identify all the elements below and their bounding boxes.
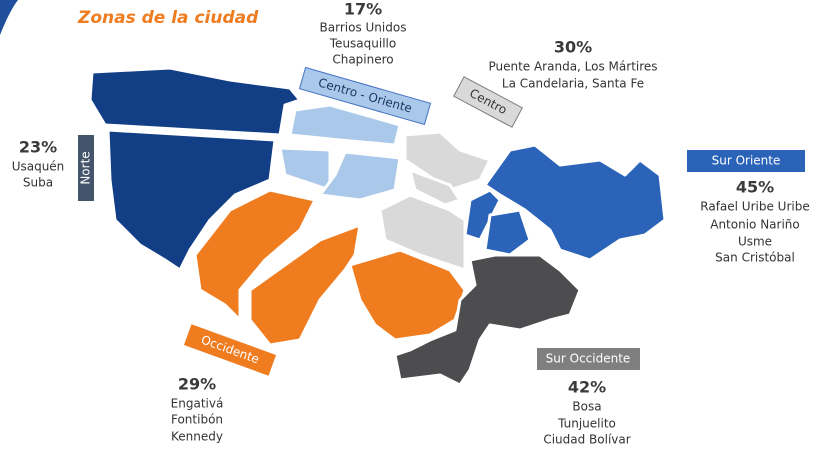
locality: Ciudad Bolívar [543, 433, 630, 447]
map-shapes [88, 66, 667, 387]
centro-area [408, 168, 462, 207]
zone-name: Sur Oriente [712, 154, 781, 168]
locality: La Candelaria, Santa Fe [502, 77, 644, 91]
locality: Barrios Unidos [320, 21, 407, 35]
centro-oriente-area [288, 103, 402, 147]
occidente-area [348, 248, 467, 342]
centro-oriente-area [318, 150, 402, 202]
locality: Puente Aranda, Los Mártires [488, 60, 657, 74]
locality: Usaquén [12, 160, 65, 174]
zone-percent: 42% [568, 378, 606, 397]
centro-area [403, 130, 492, 192]
locality: Chapinero [332, 53, 393, 67]
zone-name: Norte [79, 151, 93, 184]
zone-name: Sur Occidente [546, 352, 631, 366]
sur-oriente-area [483, 208, 532, 257]
locality: Tunjuelito [557, 417, 616, 431]
zone-percent: 23% [19, 138, 57, 157]
locality: Kennedy [171, 430, 223, 444]
locality: Teusaquillo [329, 37, 396, 51]
locality: Antonio Nariño [710, 218, 800, 232]
locality: Usme [738, 235, 772, 249]
locality: Rafael Uribe Uribe [700, 200, 809, 214]
locality: Engativá [171, 397, 224, 411]
corner-decoration [0, 0, 18, 35]
zone-percent: 30% [554, 38, 592, 57]
occidente-area [248, 223, 362, 347]
centro-area [378, 193, 467, 272]
centro-oriente-area [278, 146, 332, 192]
zone-box [453, 76, 523, 128]
zone-box [183, 324, 277, 376]
sur-occidente-area [393, 253, 582, 387]
zone-percent: 29% [178, 375, 216, 394]
zone-box [298, 66, 432, 126]
locality: Suba [23, 176, 53, 190]
zone-box [687, 150, 805, 172]
locality: San Cristóbal [715, 251, 795, 265]
norte-area [88, 66, 302, 137]
zone-percent: 45% [736, 178, 774, 197]
zone-box [537, 348, 640, 370]
locality: Fontibón [171, 413, 223, 427]
zone-box [78, 135, 94, 201]
sur-oriente-area [483, 143, 667, 262]
norte-area [106, 128, 277, 272]
locality: Bosa [572, 400, 601, 414]
title: Zonas de la ciudad [77, 8, 259, 28]
zone-percent: 17% [344, 0, 382, 19]
occidente-area [193, 188, 317, 322]
